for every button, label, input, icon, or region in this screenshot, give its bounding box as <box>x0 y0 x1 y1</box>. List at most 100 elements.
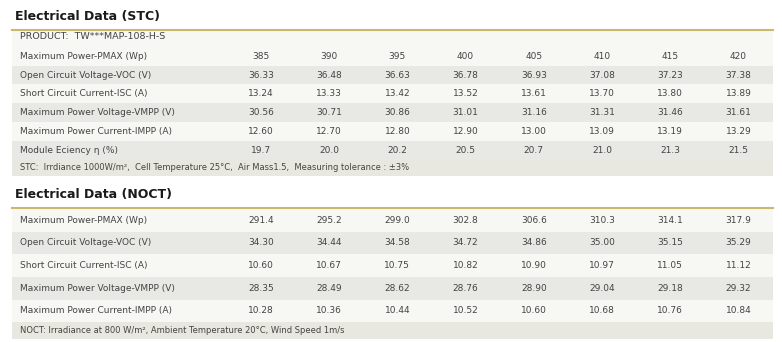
Text: 299.0: 299.0 <box>385 216 411 225</box>
Text: 10.84: 10.84 <box>726 306 752 315</box>
Text: Module Eciency η (%): Module Eciency η (%) <box>20 146 117 155</box>
Text: 13.09: 13.09 <box>589 127 615 136</box>
Text: 302.8: 302.8 <box>453 216 479 225</box>
Text: Short Circuit Current-ISC (A): Short Circuit Current-ISC (A) <box>20 261 147 270</box>
Text: 34.86: 34.86 <box>521 238 547 247</box>
Text: 20.2: 20.2 <box>387 146 407 155</box>
Text: 10.75: 10.75 <box>385 261 411 270</box>
Text: Maximum Power-PMAX (Wp): Maximum Power-PMAX (Wp) <box>20 52 147 61</box>
Text: 28.76: 28.76 <box>453 284 479 293</box>
Text: 28.35: 28.35 <box>248 284 274 293</box>
Text: 29.18: 29.18 <box>658 284 683 293</box>
Bar <box>12 277 773 300</box>
Text: 30.56: 30.56 <box>248 108 274 117</box>
Text: 20.0: 20.0 <box>319 146 339 155</box>
Text: 10.90: 10.90 <box>521 261 547 270</box>
Text: Short Circuit Current-ISC (A): Short Circuit Current-ISC (A) <box>20 89 147 98</box>
Text: 291.4: 291.4 <box>248 216 274 225</box>
Text: 36.93: 36.93 <box>521 70 547 80</box>
Text: 31.16: 31.16 <box>521 108 547 117</box>
Text: 30.71: 30.71 <box>316 108 342 117</box>
Text: 10.97: 10.97 <box>589 261 615 270</box>
Bar <box>12 66 773 84</box>
Text: 37.08: 37.08 <box>589 70 615 80</box>
Text: 11.12: 11.12 <box>726 261 752 270</box>
Text: 314.1: 314.1 <box>658 216 683 225</box>
Text: 10.82: 10.82 <box>453 261 479 270</box>
Text: 13.33: 13.33 <box>316 89 342 98</box>
Text: 10.28: 10.28 <box>248 306 274 315</box>
Text: 10.52: 10.52 <box>453 306 479 315</box>
Text: 35.00: 35.00 <box>589 238 615 247</box>
Text: 10.76: 10.76 <box>658 306 683 315</box>
Text: 34.30: 34.30 <box>248 238 274 247</box>
Text: 36.33: 36.33 <box>248 70 274 80</box>
Text: 410: 410 <box>594 52 611 61</box>
Text: 20.5: 20.5 <box>456 146 475 155</box>
Text: 12.90: 12.90 <box>453 127 479 136</box>
Text: 12.70: 12.70 <box>316 127 342 136</box>
Text: 20.7: 20.7 <box>524 146 543 155</box>
Text: Maximum Power Voltage-VMPP (V): Maximum Power Voltage-VMPP (V) <box>20 108 174 117</box>
Text: 295.2: 295.2 <box>316 216 342 225</box>
Text: 13.29: 13.29 <box>726 127 752 136</box>
Text: 34.58: 34.58 <box>385 238 411 247</box>
Text: 405: 405 <box>526 52 543 61</box>
Text: 12.60: 12.60 <box>248 127 274 136</box>
Text: Maximum Power-PMAX (Wp): Maximum Power-PMAX (Wp) <box>20 216 147 225</box>
Text: Maximum Power Voltage-VMPP (V): Maximum Power Voltage-VMPP (V) <box>20 284 174 293</box>
Bar <box>12 208 773 339</box>
Text: 11.05: 11.05 <box>658 261 683 270</box>
Text: 35.15: 35.15 <box>658 238 683 247</box>
Text: 13.24: 13.24 <box>248 89 274 98</box>
Text: 10.67: 10.67 <box>316 261 342 270</box>
Text: 395: 395 <box>389 52 406 61</box>
Bar <box>12 160 773 176</box>
Bar <box>12 322 773 339</box>
Text: 37.38: 37.38 <box>726 70 752 80</box>
Text: 400: 400 <box>457 52 474 61</box>
Text: 13.70: 13.70 <box>589 89 615 98</box>
Text: 420: 420 <box>730 52 747 61</box>
Text: Electrical Data (NOCT): Electrical Data (NOCT) <box>15 188 172 201</box>
Text: 29.04: 29.04 <box>589 284 615 293</box>
Text: 35.29: 35.29 <box>726 238 752 247</box>
Text: 10.60: 10.60 <box>521 306 547 315</box>
Text: 36.78: 36.78 <box>453 70 479 80</box>
Text: 10.68: 10.68 <box>589 306 615 315</box>
Text: 12.80: 12.80 <box>385 127 411 136</box>
Text: 34.44: 34.44 <box>317 238 342 247</box>
Text: 21.3: 21.3 <box>660 146 680 155</box>
Text: 29.32: 29.32 <box>726 284 752 293</box>
Text: 31.31: 31.31 <box>589 108 615 117</box>
Text: Electrical Data (STC): Electrical Data (STC) <box>15 10 160 23</box>
Bar <box>12 232 773 254</box>
Text: 31.46: 31.46 <box>658 108 683 117</box>
Text: 21.5: 21.5 <box>729 146 748 155</box>
Text: Open Circuit Voltage-VOC (V): Open Circuit Voltage-VOC (V) <box>20 238 151 247</box>
Text: 31.01: 31.01 <box>453 108 479 117</box>
Text: 30.86: 30.86 <box>385 108 411 117</box>
Text: 36.48: 36.48 <box>316 70 342 80</box>
Text: Open Circuit Voltage-VOC (V): Open Circuit Voltage-VOC (V) <box>20 70 151 80</box>
Text: 310.3: 310.3 <box>589 216 615 225</box>
Text: 10.36: 10.36 <box>316 306 342 315</box>
Text: 37.23: 37.23 <box>658 70 683 80</box>
Text: 13.00: 13.00 <box>521 127 547 136</box>
Text: 10.60: 10.60 <box>248 261 274 270</box>
Text: 317.9: 317.9 <box>726 216 752 225</box>
Text: NOCT: Irradiance at 800 W/m², Ambient Temperature 20°C, Wind Speed 1m/s: NOCT: Irradiance at 800 W/m², Ambient Te… <box>20 326 344 335</box>
Text: 385: 385 <box>253 52 270 61</box>
Text: 21.0: 21.0 <box>592 146 612 155</box>
Text: 31.61: 31.61 <box>726 108 752 117</box>
Text: 13.89: 13.89 <box>726 89 752 98</box>
Text: 13.52: 13.52 <box>453 89 479 98</box>
Text: 28.49: 28.49 <box>316 284 342 293</box>
Text: 390: 390 <box>321 52 338 61</box>
Text: 415: 415 <box>662 52 679 61</box>
Text: 36.63: 36.63 <box>385 70 411 80</box>
Text: 10.44: 10.44 <box>385 306 411 315</box>
Text: 28.90: 28.90 <box>521 284 547 293</box>
Bar <box>12 103 773 122</box>
Text: 13.19: 13.19 <box>658 127 683 136</box>
